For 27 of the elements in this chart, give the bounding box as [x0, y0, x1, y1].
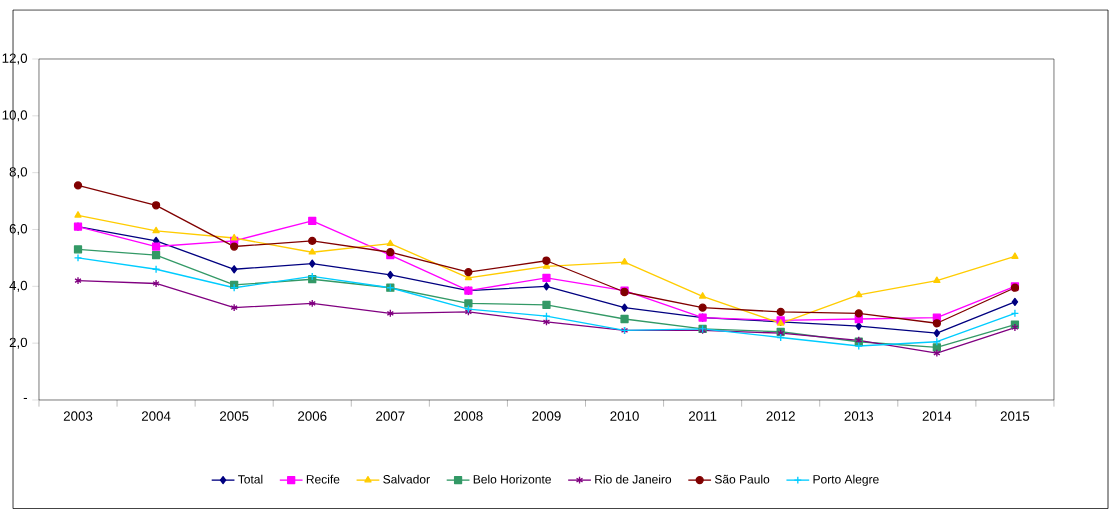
y-tick-label: 10,0 [2, 110, 28, 122]
legend-label: Recife [306, 474, 340, 484]
x-tick-label: 2010 [610, 411, 639, 421]
y-tick-label: - [23, 397, 27, 399]
x-tick-label: 2005 [220, 411, 249, 421]
y-tick-label: 4,0 [9, 280, 28, 292]
x-tick-label: 2006 [298, 411, 327, 421]
legend-label: Salvador [383, 474, 430, 484]
x-tick-label: 2004 [141, 411, 171, 421]
x-tick-label: 2011 [688, 411, 717, 421]
y-tick-label: 6,0 [9, 223, 28, 236]
y-tick-label: 12,0 [2, 53, 28, 65]
x-tick-label: 2014 [922, 411, 952, 421]
x-tick-label: 2003 [63, 411, 93, 421]
legend-label: Total [238, 474, 263, 484]
legend-label: Belo Horizonte [473, 474, 551, 484]
legend-label: Porto Alegre [813, 474, 879, 486]
x-tick-label: 2012 [766, 411, 795, 421]
x-tick-label: 2008 [454, 411, 483, 421]
legend-label: São Paulo [714, 474, 770, 484]
x-tick-label: 2009 [532, 411, 561, 421]
x-tick-label: 2007 [376, 411, 405, 421]
legend-label: Rio de Janeiro [595, 474, 672, 484]
y-tick-label: 2,0 [9, 337, 28, 349]
x-tick-label: 2015 [1000, 411, 1030, 421]
x-tick-label: 2013 [844, 411, 874, 421]
y-tick-label: 8,0 [9, 167, 28, 179]
